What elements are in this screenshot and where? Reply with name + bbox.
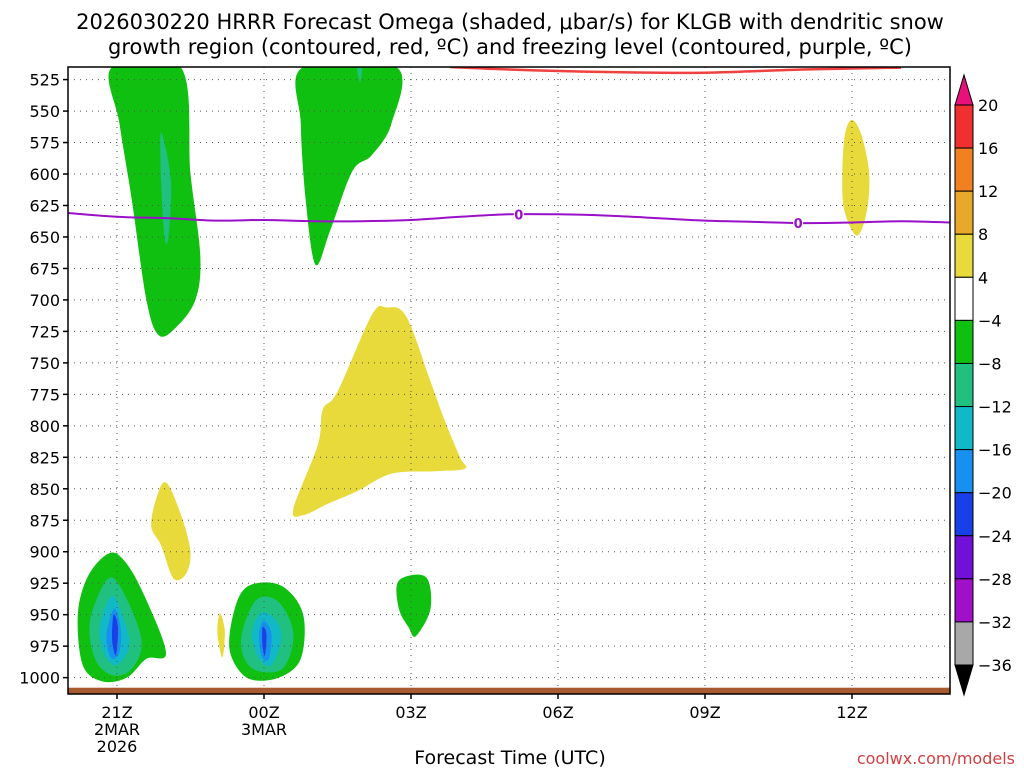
colorbar-label: −32 [978, 613, 1012, 632]
colorbar-label: −8 [978, 355, 1002, 374]
omega-green-band-0130z [295, 67, 403, 266]
x-tick-label: 06Z [542, 703, 573, 722]
colorbar-label: −36 [978, 656, 1012, 675]
x-tick-label: 12Z [836, 703, 867, 722]
colorbar-label: 12 [978, 182, 998, 201]
watermark: coolwx.com/models [857, 749, 1015, 768]
freezing-level-label: 0 [794, 217, 803, 232]
colorbar-swatch [954, 449, 974, 494]
y-tick-label: 825 [29, 448, 60, 467]
y-tick-label: 925 [29, 574, 60, 593]
colorbar-swatch [954, 492, 974, 537]
colorbar-swatch [954, 535, 974, 580]
colorbar-swatch [954, 621, 974, 666]
omega-yellow-spot-23z [217, 613, 225, 658]
omega-yellow-03z-plume [292, 305, 467, 517]
omega-yellow-21z-lobe [151, 482, 191, 581]
colorbar-swatch [954, 233, 974, 278]
x-tick-label: 2026 [97, 737, 138, 756]
y-tick-label: 875 [29, 511, 60, 530]
x-tick-label: 00Z [248, 703, 279, 722]
x-tick-label: 2MAR [94, 720, 140, 739]
y-tick-label: 525 [29, 71, 60, 90]
plot-frame [67, 66, 951, 695]
omega-teal-spot-0130z [357, 67, 363, 83]
colorbar-top-arrow [954, 73, 974, 106]
colorbar-label: −4 [978, 311, 1002, 330]
x-tick-label: 03Z [395, 703, 426, 722]
colorbar-label: −20 [978, 484, 1012, 503]
colorbar-label: 4 [978, 268, 988, 287]
y-tick-label: 900 [29, 543, 60, 562]
x-axis-title: Forecast Time (UTC) [414, 747, 605, 768]
omega-teal-core-21z [160, 132, 172, 245]
omega-green-0230z-blob [396, 574, 432, 637]
colorbar-swatch [954, 190, 974, 235]
colorbar-label: 20 [978, 96, 998, 115]
y-tick-label: 650 [29, 228, 60, 247]
dendritic-contour [450, 67, 902, 75]
colorbar-swatch [954, 319, 974, 364]
y-tick-label: 550 [29, 102, 60, 121]
x-tick-label: 09Z [689, 703, 720, 722]
y-tick-label: 725 [29, 322, 60, 341]
y-tick-label: 700 [29, 291, 60, 310]
y-tick-label: 1000 [19, 669, 60, 688]
omega-green-band-21z [108, 67, 201, 337]
y-tick-label: 625 [29, 196, 60, 215]
omega-blue-21z-core [112, 614, 119, 656]
colorbar-label: −28 [978, 570, 1012, 589]
colorbar-label: −16 [978, 441, 1012, 460]
y-tick-label: 950 [29, 606, 60, 625]
colorbar-swatch [954, 362, 974, 408]
x-tick-label: 21Z [101, 703, 132, 722]
y-tick-label: 600 [29, 165, 60, 184]
x-tick-label: 3MAR [241, 720, 287, 739]
surface-band [68, 687, 950, 694]
plot-area: 00 [68, 67, 950, 694]
freezing-label-bg [793, 216, 804, 231]
colorbar-label: −24 [978, 527, 1012, 546]
y-tick-label: 975 [29, 637, 60, 656]
freezing-level-label: 0 [514, 208, 523, 223]
colorbar-legend: 20 16 12 8 4 −4 −8 −12 −16 −20 −24 −28 −32 −36 [954, 73, 1012, 697]
chart-title-line2: growth region (contoured, red, ºC) and f… [108, 35, 912, 59]
colorbar-swatch [954, 104, 974, 149]
y-tick-label: 575 [29, 134, 60, 153]
y-tick-label: 675 [29, 259, 60, 278]
colorbar-label: 8 [978, 225, 988, 244]
y-tick-label: 775 [29, 385, 60, 404]
colorbar-bottom-arrow [954, 664, 974, 697]
colorbar-label: 16 [978, 139, 998, 158]
colorbar-swatch [954, 276, 974, 321]
colorbar-swatch [954, 578, 974, 623]
plot-background [68, 67, 950, 694]
y-tick-label: 800 [29, 417, 60, 436]
colorbar-swatch [954, 147, 974, 192]
y-tick-label: 850 [29, 480, 60, 499]
colorbar-label: −12 [978, 398, 1012, 417]
axes: 525 550 575 600 625 650 675 700 725 750 775 800 825 8… [19, 66, 951, 756]
colorbar-swatch [954, 406, 974, 451]
y-tick-label: 750 [29, 354, 60, 373]
omega-blue-00z-core [262, 626, 267, 656]
omega-yellow-12z-spot [842, 119, 870, 236]
freezing-label-bg [513, 207, 524, 222]
chart-title-line1: 2026030220 HRRR Forecast Omega (shaded, … [76, 10, 944, 34]
